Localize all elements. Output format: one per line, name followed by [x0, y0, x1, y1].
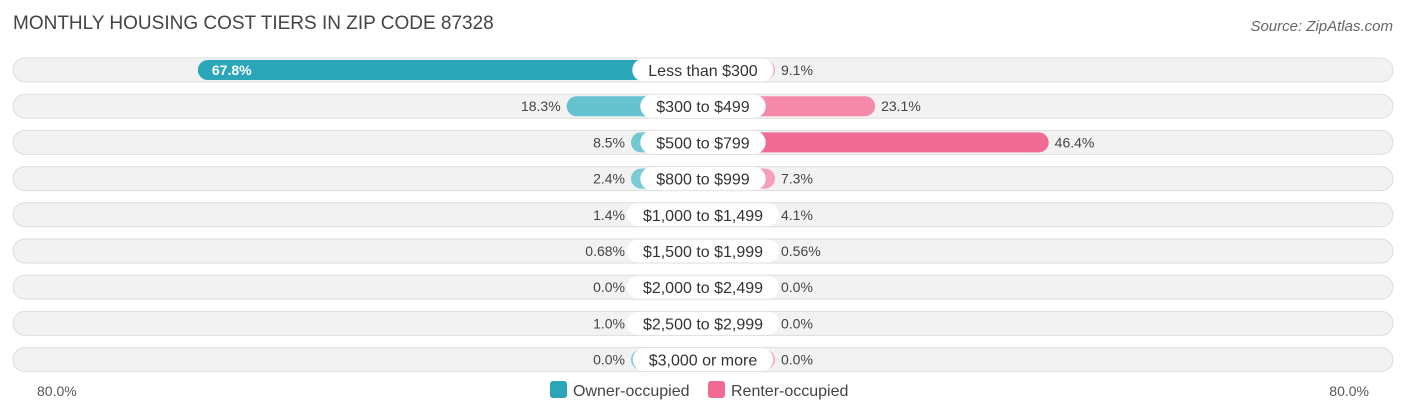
renter-value-label: 0.0%	[781, 279, 813, 295]
legend-owner-swatch	[550, 381, 567, 398]
renter-value-label: 23.1%	[881, 98, 921, 114]
category-pill	[640, 167, 766, 191]
owner-value-label: 8.5%	[593, 134, 625, 150]
owner-value-label: 67.8%	[212, 62, 252, 78]
renter-value-label: 46.4%	[1055, 134, 1095, 150]
category-pill	[626, 275, 780, 299]
renter-value-label: 9.1%	[781, 62, 813, 78]
owner-value-label: 18.3%	[521, 98, 561, 114]
category-label: $800 to $999	[656, 172, 750, 189]
renter-value-label: 0.56%	[781, 243, 821, 259]
category-label: $1,000 to $1,499	[643, 208, 763, 225]
chart-rows: 67.8% 9.1% Less than $300 18.3% 23.1% $300 to…	[12, 57, 1394, 373]
legend-renter-label: Renter-occupied	[731, 383, 848, 400]
category-pill	[626, 239, 780, 263]
renter-bar	[693, 132, 1049, 153]
owner-bar	[197, 60, 713, 80]
category-label: Less than $300	[648, 63, 758, 80]
category-pill	[640, 130, 766, 154]
legend: Owner-occupied Renter-occupied	[550, 381, 848, 400]
legend-renter-swatch	[708, 381, 725, 398]
renter-value-label: 0.0%	[781, 352, 813, 368]
legend-owner-label: Owner-occupied	[573, 383, 690, 400]
axis-right-label: 80.0%	[1329, 383, 1369, 399]
renter-value-label: 7.3%	[781, 171, 813, 187]
category-label: $300 to $499	[656, 99, 750, 116]
category-label: $2,500 to $2,999	[643, 316, 763, 333]
category-label: $3,000 or more	[649, 353, 758, 370]
category-label: $500 to $799	[656, 135, 750, 152]
category-label: $2,000 to $2,499	[643, 280, 763, 297]
owner-value-label: 1.0%	[593, 315, 625, 331]
owner-value-label: 0.68%	[585, 243, 625, 259]
category-pill	[640, 94, 766, 118]
owner-value-label: 0.0%	[593, 279, 625, 295]
category-pill	[632, 348, 774, 372]
category-pill	[626, 311, 780, 335]
owner-value-label: 2.4%	[593, 171, 625, 187]
chart-source: Source: ZipAtlas.com	[1250, 18, 1393, 35]
renter-value-label: 4.1%	[781, 207, 813, 223]
category-label: $1,500 to $1,999	[643, 244, 763, 261]
renter-value-label: 0.0%	[781, 315, 813, 331]
category-pill	[632, 58, 774, 82]
axis-left-label: 80.0%	[37, 383, 77, 399]
category-pill	[626, 203, 780, 227]
owner-value-label: 0.0%	[593, 352, 625, 368]
owner-value-label: 1.4%	[593, 207, 625, 223]
chart-title: MONTHLY HOUSING COST TIERS IN ZIP CODE 8…	[13, 13, 494, 34]
